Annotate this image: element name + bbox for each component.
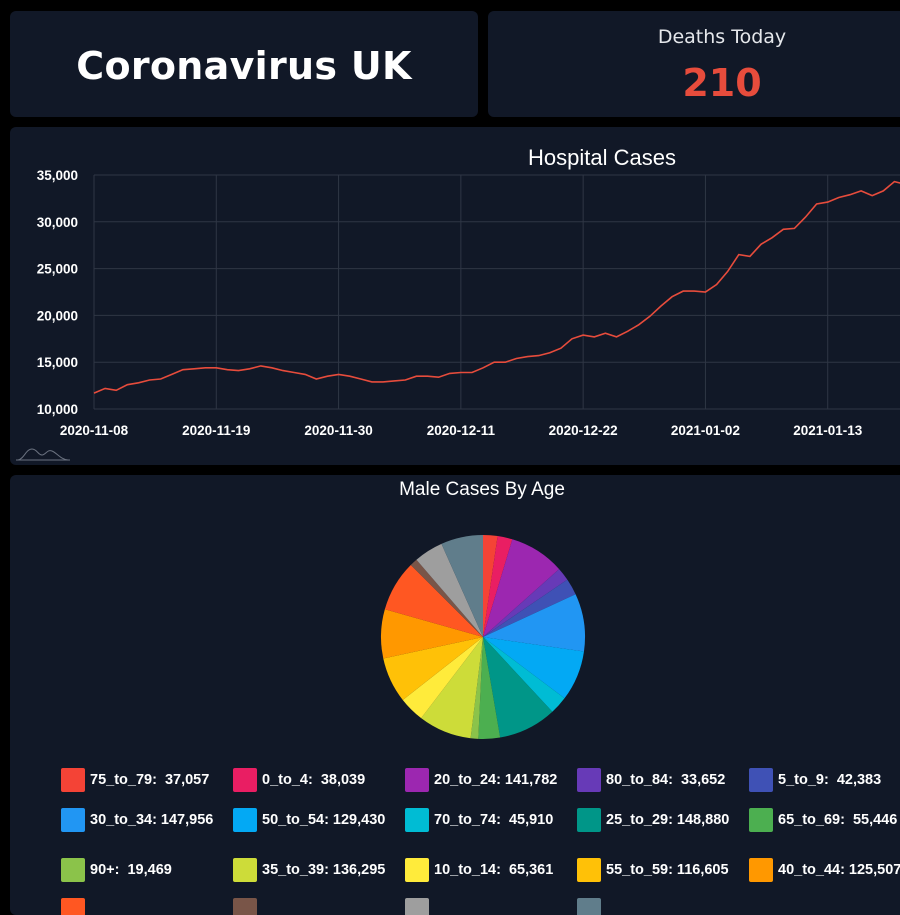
legend-item[interactable]: 5_to_9: 42,383 bbox=[749, 767, 881, 793]
pie-slice-10_to_14[interactable] bbox=[402, 637, 483, 719]
legend-swatch bbox=[405, 898, 429, 915]
legend-item[interactable]: 75_to_79: 37,057 bbox=[61, 767, 209, 793]
y-tick-label: 25,000 bbox=[37, 262, 78, 277]
legend-swatch bbox=[577, 898, 601, 915]
legend-label: 30_to_34: 147,956 bbox=[90, 812, 214, 828]
y-tick-label: 20,000 bbox=[37, 308, 78, 323]
title-panel: Coronavirus UK bbox=[10, 11, 478, 117]
legend-swatch bbox=[577, 768, 601, 792]
deaths-today-panel: Deaths Today 210 bbox=[488, 11, 900, 117]
pie-slice-40_to_44[interactable] bbox=[380, 609, 483, 659]
legend-label: 90+: 19,469 bbox=[90, 862, 172, 878]
x-tick-label: 2021-01-13 bbox=[793, 423, 863, 438]
pie-slice-unlabeled[interactable] bbox=[410, 559, 483, 637]
x-tick-label: 2020-11-19 bbox=[182, 423, 250, 438]
sparkline-icon[interactable] bbox=[14, 443, 72, 463]
y-tick-label: 15,000 bbox=[37, 355, 78, 370]
legend-label: 0_to_4: 38,039 bbox=[262, 772, 366, 788]
hospital-cases-panel: Hospital Cases 10,000 15,000 20,000 25,000 3… bbox=[10, 127, 900, 465]
legend-item[interactable]: 80_to_84: 33,652 bbox=[577, 767, 725, 793]
legend-item[interactable]: 20_to_24: 141,782 bbox=[405, 767, 557, 793]
legend-label: 65_to_69: 55,446 bbox=[778, 812, 898, 828]
pie-slice-25_to_29[interactable] bbox=[483, 637, 553, 738]
legend-swatch bbox=[61, 858, 85, 882]
legend-label: 70_to_74: 45,910 bbox=[434, 812, 554, 828]
y-tick-label: 35,000 bbox=[37, 168, 78, 183]
legend-label: 80_to_84: 33,652 bbox=[606, 772, 726, 788]
pie-slice-75_to_79[interactable] bbox=[483, 535, 498, 637]
y-tick-label: 30,000 bbox=[37, 215, 78, 230]
deaths-today-value: 210 bbox=[682, 61, 762, 105]
x-tick-label: 2021-01-02 bbox=[671, 423, 740, 438]
legend-label: 20_to_24: 141,782 bbox=[434, 772, 558, 788]
legend-swatch bbox=[61, 898, 85, 915]
app-title: Coronavirus UK bbox=[76, 44, 412, 88]
male-cases-panel: Male Cases By Age 75_to_79: 37,057 0_to_4… bbox=[10, 475, 900, 915]
legend-label: 5_to_9: 42,383 bbox=[778, 772, 882, 788]
y-tick-label: 10,000 bbox=[37, 402, 78, 417]
x-tick-label: 2020-12-11 bbox=[427, 423, 496, 438]
legend-item[interactable]: 40_to_44: 125,507 bbox=[749, 857, 900, 883]
deaths-today-label: Deaths Today bbox=[657, 26, 787, 48]
pie-slice-70_to_74[interactable] bbox=[483, 637, 565, 712]
legend-swatch bbox=[749, 858, 773, 882]
x-tick-label: 2020-12-22 bbox=[549, 423, 618, 438]
legend-item[interactable]: 35_to_39: 136,295 bbox=[233, 857, 385, 883]
legend-item[interactable]: 10_to_14: 65,361 bbox=[405, 857, 553, 883]
legend-label: 25_to_29: 148,880 bbox=[606, 812, 730, 828]
pie-slice-20_to_24[interactable] bbox=[483, 539, 560, 637]
legend-swatch bbox=[405, 808, 429, 832]
legend-item[interactable]: 30_to_34: 147,956 bbox=[61, 807, 213, 833]
legend-swatch bbox=[405, 858, 429, 882]
pie-slice-90+[interactable] bbox=[470, 637, 483, 739]
legend-swatch bbox=[233, 768, 257, 792]
pie-slice-30_to_34[interactable] bbox=[483, 594, 585, 652]
pie-slice-unlabeled[interactable] bbox=[416, 543, 483, 637]
legend-swatch bbox=[749, 768, 773, 792]
legend-swatch bbox=[233, 898, 257, 915]
pie-title: Male Cases By Age bbox=[399, 479, 565, 500]
legend-swatch bbox=[61, 808, 85, 832]
legend-label: 50_to_54: 129,430 bbox=[262, 812, 386, 828]
series-line-hospital-cases bbox=[93, 180, 900, 394]
legend-item[interactable]: 90+: 19,469 bbox=[61, 857, 172, 883]
pie-slice-50_to_54[interactable] bbox=[483, 637, 584, 699]
pie-slice-5_to_9[interactable] bbox=[483, 579, 576, 637]
x-tick-label: 2020-11-08 bbox=[60, 423, 129, 438]
legend-swatch bbox=[405, 768, 429, 792]
pie-slice-35_to_39[interactable] bbox=[421, 637, 483, 739]
legend-item[interactable]: 65_to_69: 55,446 bbox=[749, 807, 897, 833]
legend-item[interactable]: 25_to_29: 148,880 bbox=[577, 807, 729, 833]
pie-slice-0_to_4[interactable] bbox=[483, 536, 513, 637]
legend-item[interactable]: 70_to_74: 45,910 bbox=[405, 807, 553, 833]
hospital-cases-chart: Hospital Cases 10,000 15,000 20,000 25,000 3… bbox=[14, 145, 900, 463]
legend-label: 40_to_44: 125,507 bbox=[778, 862, 900, 878]
legend-swatch bbox=[233, 808, 257, 832]
legend-label: 75_to_79: 37,057 bbox=[90, 772, 210, 788]
legend-swatch bbox=[749, 808, 773, 832]
pie-slice-unlabeled[interactable] bbox=[384, 564, 483, 637]
legend-label: 35_to_39: 136,295 bbox=[262, 862, 386, 878]
legend-item[interactable]: 55_to_59: 116,605 bbox=[577, 857, 729, 883]
legend-label: 55_to_59: 116,605 bbox=[606, 862, 729, 878]
legend-label: 10_to_14: 65,361 bbox=[434, 862, 554, 878]
pie-slice-55_to_59[interactable] bbox=[383, 637, 483, 700]
pie-slice-unlabeled[interactable] bbox=[441, 535, 483, 637]
legend-swatch bbox=[61, 768, 85, 792]
male-cases-pie-chart: Male Cases By Age bbox=[380, 479, 585, 739]
legend-swatch bbox=[233, 858, 257, 882]
legend-swatch bbox=[577, 808, 601, 832]
pie-slice-65_to_69[interactable] bbox=[478, 637, 501, 739]
legend-item[interactable]: 50_to_54: 129,430 bbox=[233, 807, 385, 833]
chart-title: Hospital Cases bbox=[528, 145, 676, 170]
pie-slice-80_to_84[interactable] bbox=[483, 569, 568, 637]
legend-swatch bbox=[577, 858, 601, 882]
x-tick-label: 2020-11-30 bbox=[304, 423, 372, 438]
legend-item[interactable]: 0_to_4: 38,039 bbox=[233, 767, 365, 793]
